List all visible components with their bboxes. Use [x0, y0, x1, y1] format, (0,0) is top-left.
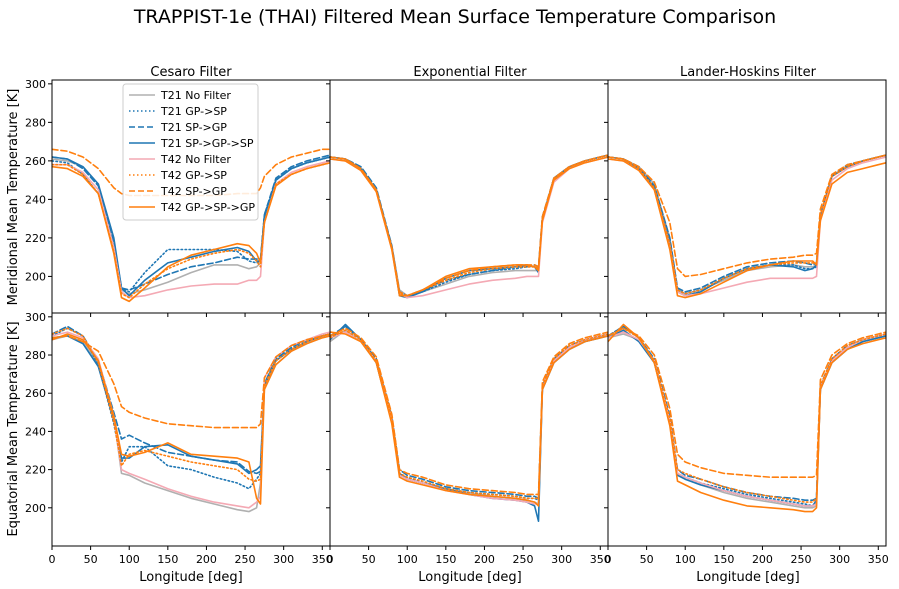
- x-tick-label: 250: [513, 553, 534, 566]
- legend-frame: [122, 83, 259, 221]
- y-tick-label: 300: [25, 78, 46, 91]
- subplot-r1-c1: 0 50 100 150 200 250 300 350: [326, 312, 611, 566]
- x-tick-label: 300: [829, 553, 850, 566]
- series-group: [330, 154, 608, 299]
- y-tick-label: 260: [25, 155, 46, 168]
- legend: T21 No Filter T21 GP->SP T21 SP->GP T21 SP-…: [122, 83, 259, 221]
- x-tick-label: 350: [868, 553, 889, 566]
- x-tick-label: 150: [435, 553, 456, 566]
- series-line-t42-sp-gp: [52, 333, 330, 429]
- x-tick-label: 150: [713, 553, 734, 566]
- series-line-t42-sp-gp: [52, 148, 330, 197]
- x-tick-label: 150: [157, 553, 178, 566]
- series-line-t42-gp-sp-gp: [52, 333, 330, 505]
- figure-title: TRAPPIST-1e (THAI) Filtered Mean Surface…: [133, 6, 776, 28]
- subplot-r0-c2: [604, 79, 887, 317]
- y-tick-label: 200: [25, 270, 46, 283]
- subplot-title-exponential: Exponential Filter: [413, 65, 527, 80]
- x-tick-label: 0: [605, 553, 612, 566]
- legend-label-t42-gp-sp-gp: T42 GP->SP->GP: [160, 201, 255, 214]
- x-tick-label: 350: [312, 553, 333, 566]
- legend-label-t21-no-filter: T21 No Filter: [160, 89, 231, 102]
- x-tick-label: 200: [752, 553, 773, 566]
- legend-label-t42-sp-gp: T42 SP->GP: [160, 185, 227, 198]
- x-tick-label: 50: [84, 553, 98, 566]
- series-line-t42-gp-sp-gp: [608, 158, 886, 299]
- subplot-r1-c2: 0 50 100 150 200 250 300 350: [604, 312, 889, 566]
- series-group: [330, 323, 608, 523]
- series-line-t42-gp-sp-gp: [330, 156, 608, 297]
- y-tick-label: 240: [25, 425, 46, 438]
- series-line-t42-gp-sp: [52, 327, 330, 482]
- series-line-t21-sp-gp-sp: [52, 156, 330, 297]
- series-line-t42-gp-sp-gp: [52, 162, 330, 303]
- series-line-t42-gp-sp: [608, 327, 886, 503]
- legend-label-t21-sp-gp: T21 SP->GP: [160, 121, 227, 134]
- x-axis-label-col-1: Longitude [deg]: [418, 570, 521, 585]
- series-line-t42-no-filter: [52, 160, 330, 299]
- series-group: [608, 154, 886, 299]
- subplot-r1-c0: 200 220 240 260 280 300 0 50 100 150 200 250 300 350: [25, 311, 333, 566]
- series-line-t42-sp-gp: [608, 154, 886, 278]
- y-tick-label: 220: [25, 232, 46, 245]
- y-tick-label: 280: [25, 116, 46, 129]
- row-ylabel-equatorial: Equatorial Mean Temperature [K]: [6, 321, 21, 536]
- x-tick-label: 350: [590, 553, 611, 566]
- x-tick-label: 100: [675, 553, 696, 566]
- x-tick-label: 200: [474, 553, 495, 566]
- x-tick-label: 300: [273, 553, 294, 566]
- subplot-r0-c1: [326, 79, 609, 317]
- series-line-t42-gp-sp-gp: [608, 323, 886, 513]
- series-line-t42-gp-sp-gp: [330, 331, 608, 507]
- x-tick-label: 300: [551, 553, 572, 566]
- x-tick-label: 250: [791, 553, 812, 566]
- legend-label-t42-gp-sp: T42 GP->SP: [160, 169, 227, 182]
- series-group: [52, 148, 330, 303]
- y-tick-label: 280: [25, 349, 46, 362]
- subplot-title-cesaro: Cesaro Filter: [150, 65, 232, 80]
- x-axis-label-col-2: Longitude [deg]: [696, 570, 799, 585]
- x-tick-label: 50: [362, 553, 376, 566]
- series-line-t42-sp-gp: [330, 327, 608, 496]
- legend-label-t42-no-filter: T42 No Filter: [160, 153, 231, 166]
- legend-label-t21-sp-gp-sp: T21 SP->GP->SP: [160, 137, 254, 150]
- y-tick-label: 220: [25, 464, 46, 477]
- y-tick-label: 260: [25, 387, 46, 400]
- x-tick-label: 100: [397, 553, 418, 566]
- x-tick-label: 250: [235, 553, 256, 566]
- x-tick-label: 0: [49, 553, 56, 566]
- series-line-t42-sp-gp: [608, 327, 886, 479]
- subplot-frame: [607, 312, 887, 547]
- x-tick-label: 200: [196, 553, 217, 566]
- series-group: [608, 323, 886, 513]
- legend-label-t21-gp-sp: T21 GP->SP: [160, 105, 227, 118]
- x-tick-label: 0: [327, 553, 334, 566]
- series-line-t42-gp-sp: [330, 329, 608, 500]
- y-tick-label: 240: [25, 193, 46, 206]
- series-group: [52, 325, 330, 513]
- subplot-title-lander-hoskins: Lander-Hoskins Filter: [680, 65, 817, 80]
- subplot-grid: 200 220 240 260 280 300 200 220 240 260 280 300 0 50 1…: [25, 78, 889, 566]
- row-ylabel-meridional: Meridional Mean Temperature [K]: [6, 89, 21, 306]
- x-tick-label: 100: [119, 553, 140, 566]
- x-axis-label-col-0: Longitude [deg]: [139, 570, 242, 585]
- x-tick-label: 50: [640, 553, 654, 566]
- y-tick-label: 300: [25, 311, 46, 324]
- y-tick-label: 200: [25, 502, 46, 515]
